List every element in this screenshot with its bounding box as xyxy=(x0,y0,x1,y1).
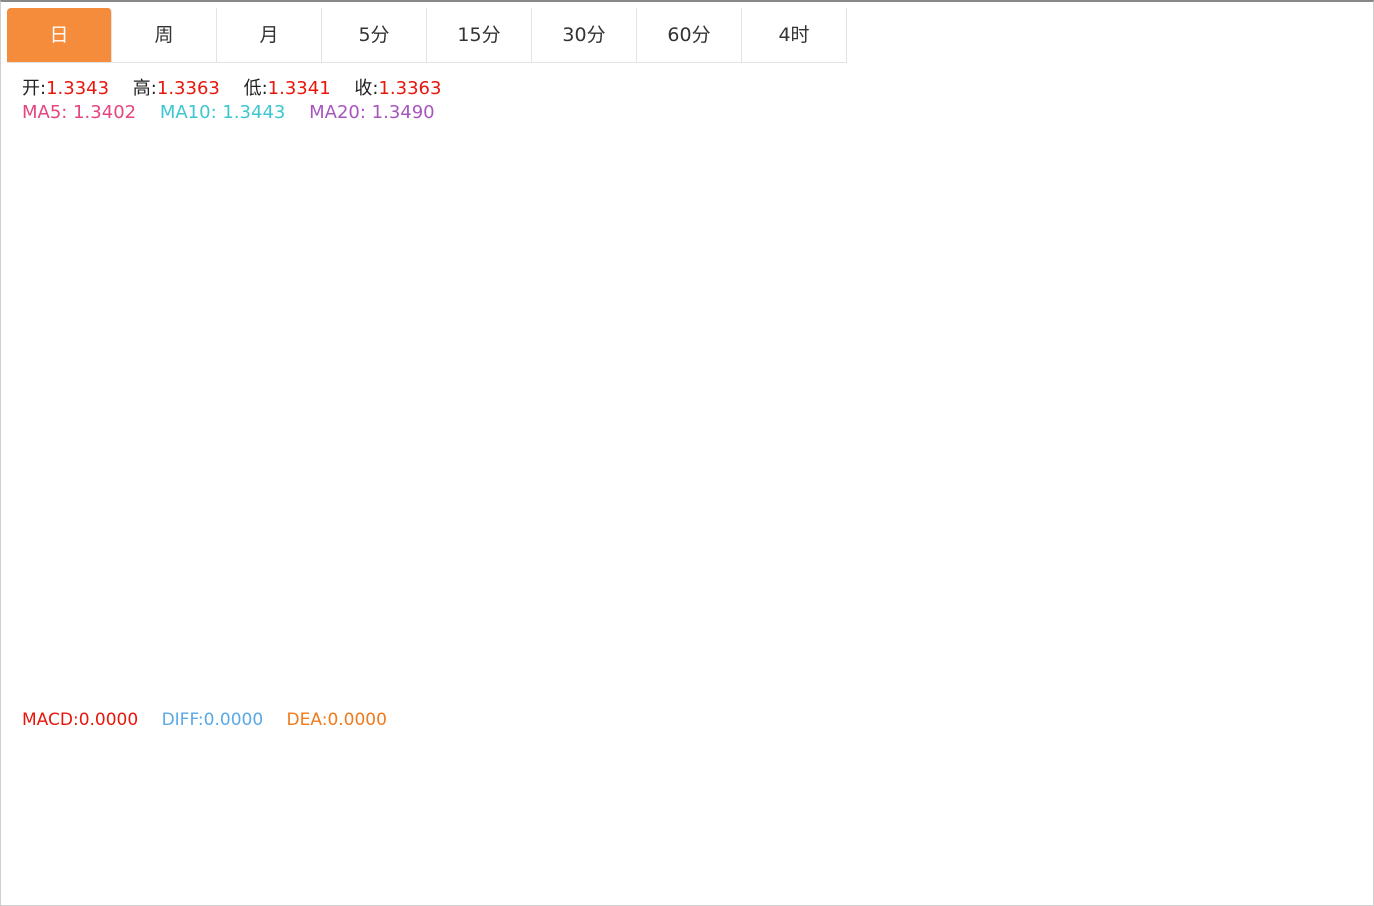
open-value: 1.3343 xyxy=(46,78,110,99)
diff-label: DIFF: xyxy=(161,710,204,730)
ma10-value: 1.3443 xyxy=(222,102,286,123)
macd-readout: MACD:0.0000 DIFF:0.0000 DEA:0.0000 xyxy=(22,710,387,730)
ma5-value: 1.3402 xyxy=(73,102,137,123)
dea-value: 0.0000 xyxy=(327,710,387,730)
high-label: 高: xyxy=(132,78,157,99)
diff-value: 0.0000 xyxy=(203,710,264,730)
close-label: 收: xyxy=(354,78,379,99)
dea-label: DEA: xyxy=(286,710,328,730)
macd-value: 0.0000 xyxy=(78,710,139,730)
tab-1[interactable]: 周 xyxy=(112,8,217,62)
low-value: 1.3341 xyxy=(267,78,331,99)
tab-4[interactable]: 15分 xyxy=(427,8,532,62)
low-label: 低: xyxy=(243,78,268,99)
ohlc-readout: 开:1.3343 高:1.3363 低:1.3341 收:1.3363 xyxy=(22,74,441,100)
tab-6[interactable]: 60分 xyxy=(637,8,742,62)
tab-2[interactable]: 月 xyxy=(217,8,322,62)
tab-5[interactable]: 30分 xyxy=(532,8,637,62)
ma5-label: MA5: xyxy=(22,102,68,123)
ma10-label: MA10: xyxy=(159,102,217,123)
close-value: 1.3363 xyxy=(378,78,442,99)
tab-7[interactable]: 4时 xyxy=(742,8,847,62)
ma20-value: 1.3490 xyxy=(371,102,435,123)
ma20-label: MA20: xyxy=(309,102,366,123)
tab-3[interactable]: 5分 xyxy=(322,8,427,62)
open-label: 开: xyxy=(22,78,47,99)
tab-0[interactable]: 日 xyxy=(7,8,112,62)
high-value: 1.3363 xyxy=(156,78,220,99)
period-tabs: 日周月 5分 15分 30分 60分 4时 xyxy=(7,8,847,63)
macd-label: MACD: xyxy=(22,710,79,730)
ma-readout: MA5: 1.3402 MA10: 1.3443 MA20: 1.3490 xyxy=(22,102,435,123)
